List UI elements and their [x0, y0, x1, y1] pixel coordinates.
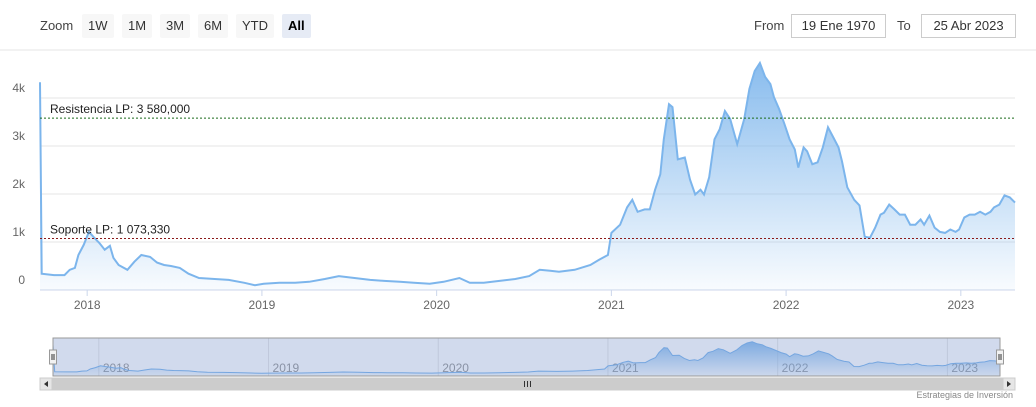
scrollbar-arrow	[1007, 381, 1011, 387]
range-button[interactable]: 1W	[82, 14, 114, 38]
x-tick-label: 2023	[947, 298, 974, 312]
credits: Estrategias de Inversión	[916, 390, 1013, 400]
x-tick-label: 2019	[249, 298, 276, 312]
range-button[interactable]: 1M	[122, 14, 153, 38]
y-tick-label: 4k	[12, 81, 26, 95]
y-tick-label: 1k	[12, 225, 26, 239]
x-tick-label: 2021	[598, 298, 625, 312]
x-tick-label: 2022	[773, 298, 800, 312]
navigator-x-label: 2020	[442, 361, 469, 375]
navigator-handle[interactable]	[49, 349, 57, 365]
from-label: From	[754, 18, 785, 33]
x-tick-label: 2020	[423, 298, 450, 312]
to-label: To	[897, 18, 911, 33]
handle-body	[49, 349, 57, 365]
to-input[interactable]: 25 Abr 2023	[921, 14, 1016, 38]
series-line	[39, 60, 1016, 287]
range-button[interactable]: 6M	[198, 14, 229, 38]
zoom-label: Zoom	[40, 18, 74, 33]
range-button[interactable]: 3M	[160, 14, 191, 38]
navigator-mask	[52, 337, 1001, 377]
x-tick-label: 2018	[74, 298, 101, 312]
navigator-series-line	[52, 341, 1001, 374]
plot-line-label: Soporte LP: 1 073,330	[50, 222, 170, 236]
navigator-handle[interactable]	[996, 349, 1004, 365]
plot-line-label: Resistencia LP: 3 580,000	[50, 102, 190, 116]
y-tick-label: 2k	[12, 177, 26, 191]
scrollbar-arrow	[44, 381, 48, 387]
range-button[interactable]: All	[282, 14, 311, 38]
from-input[interactable]: 19 Ene 1970	[791, 14, 886, 38]
y-tick-label: 3k	[12, 129, 26, 143]
range-button[interactable]: YTD	[236, 14, 274, 38]
handle-body	[996, 349, 1004, 365]
y-tick-label: 0	[18, 273, 25, 287]
series-fill	[40, 63, 1015, 290]
navigator-series-fill	[53, 341, 1000, 376]
navigator-x-label: 2019	[273, 361, 300, 375]
